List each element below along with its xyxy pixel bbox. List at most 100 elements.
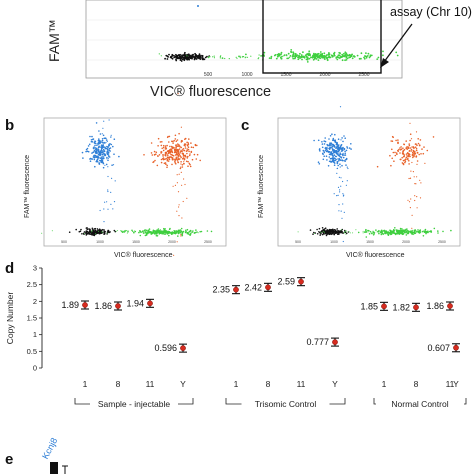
c-drops-double-tail-droplet — [407, 155, 410, 157]
b-drops-fam-cluster-droplet — [106, 150, 109, 152]
data-marker — [381, 303, 387, 310]
b-drops-fam-cluster-droplet — [100, 149, 103, 152]
b-drops-vic-cluster-droplet — [145, 232, 148, 234]
a-vic-cluster-droplet — [369, 55, 372, 58]
c-drops-negative-cluster-droplet — [341, 232, 344, 234]
b-drops-fam-tail-droplet — [106, 158, 108, 160]
c-drops-double-cluster-droplet — [415, 147, 418, 150]
c-drops-vic-cluster-droplet — [365, 230, 367, 232]
a-vic-cluster-droplet — [395, 51, 398, 54]
b-drops-vic-spread-droplet — [156, 233, 158, 234]
c-drops-fam-cluster-droplet — [333, 161, 335, 163]
b-drops-fam-cluster-droplet — [100, 148, 103, 150]
c-drops-fam-tail-droplet — [339, 191, 341, 193]
b-drops-vic-cluster-droplet — [138, 231, 140, 234]
a-vic-cluster-droplet — [382, 54, 384, 57]
b-drops-double-cluster-droplet — [158, 154, 161, 156]
c-drops-double-cluster-droplet — [398, 148, 400, 151]
category-label: 11 — [297, 379, 306, 389]
c-drops-double-cluster-droplet — [397, 139, 399, 141]
c-drops-fam-cluster-droplet — [334, 150, 337, 152]
a-vic-cluster-droplet — [313, 57, 316, 60]
b-drops-vic-cluster-droplet — [181, 234, 184, 237]
x-tick: 2500 — [438, 240, 446, 244]
panel-d-label: d — [5, 260, 15, 277]
b-drops-fam-cluster-droplet — [97, 150, 100, 153]
panel-a-box-label: assay (Chr 10) — [390, 5, 472, 19]
b-drops-fam-tail-droplet — [99, 209, 101, 212]
b-drops-double-cluster-droplet — [160, 158, 163, 161]
c-drops-double-cluster-droplet — [414, 146, 417, 148]
a-negative-cluster-droplet — [173, 54, 175, 57]
c-drops-negative-cluster-droplet — [332, 228, 334, 231]
c-drops-negative-cluster-droplet — [333, 230, 336, 233]
c-drops-double-tail-droplet — [408, 201, 411, 203]
b-drops-vic-spread-droplet — [51, 230, 53, 232]
panel-b-label: b — [5, 117, 15, 134]
b-drops-double-cluster-droplet — [175, 140, 178, 142]
c-drops-vic-cluster-droplet — [394, 233, 397, 236]
x-tick: 1000 — [330, 240, 338, 244]
b-drops-double-cluster-droplet — [166, 159, 169, 162]
c-drops-fam-cluster-droplet — [333, 151, 335, 154]
c-drops-vic-cluster-droplet — [377, 230, 379, 233]
c-drops-vic-spread-droplet — [371, 232, 373, 234]
b-drops-fam-cluster-droplet — [96, 152, 98, 155]
b-drops-vic-cluster-droplet — [173, 230, 175, 232]
c-drops-vic-cluster-droplet — [398, 230, 400, 233]
a-vic-cluster-droplet — [280, 51, 283, 54]
a-vic-cluster-droplet — [344, 54, 346, 57]
data-label: 1.86 — [94, 301, 112, 311]
b-drops-double-cluster-droplet — [165, 151, 168, 154]
a-negative-cluster-droplet — [176, 55, 179, 58]
c-drops-double-cluster-droplet — [392, 136, 395, 139]
c-drops-fam-cluster-droplet — [328, 160, 331, 163]
b-drops-negative-cluster-droplet — [99, 229, 102, 231]
a-vic-cluster-droplet — [321, 53, 323, 56]
a-vic-cluster-droplet — [315, 55, 317, 58]
c-drops-vic-spread-droplet — [382, 231, 384, 233]
c-drops-double-cluster-droplet — [390, 164, 392, 167]
b-drops-double-tail-droplet — [180, 163, 182, 165]
a-vic-cluster-droplet — [290, 50, 292, 53]
c-drops-double-cluster-droplet — [394, 154, 397, 157]
b-drops-double-cluster-droplet — [166, 153, 168, 155]
c-drops-double-cluster-droplet — [407, 146, 410, 148]
b-drops-fam-tail-droplet — [111, 177, 113, 179]
c-drops-fam-cluster-droplet — [326, 159, 328, 161]
x-tick: 2000 — [168, 240, 176, 244]
a-scatter-droplet — [243, 56, 245, 58]
a-vic-cluster-droplet — [306, 56, 309, 59]
b-drops-negative-cluster-droplet — [113, 229, 116, 232]
c-drops-double-cluster-droplet — [423, 146, 425, 148]
c-drops-fam-cluster-droplet — [334, 141, 336, 143]
b-drops-fam-tail-droplet — [107, 157, 109, 159]
b-drops-vic-cluster-droplet — [148, 228, 151, 230]
b-drops-double-cluster-droplet — [187, 142, 190, 144]
c-drops-fam-cluster-droplet — [334, 133, 336, 136]
b-drops-double-cluster-droplet — [175, 149, 178, 152]
b-drops-double-cluster-droplet — [172, 158, 174, 160]
c-drops-double-cluster-droplet — [412, 156, 414, 159]
c-drops-vic-cluster-droplet — [409, 231, 412, 234]
b-drops-fam-tail — [99, 119, 116, 223]
b-drops-vic-cluster-droplet — [176, 231, 178, 234]
group-label: Normal Control — [391, 399, 448, 409]
b-drops-fam-tail-droplet — [108, 149, 110, 151]
c-drops-double-tail-droplet — [409, 177, 412, 179]
c-drops-fam-cluster-droplet — [343, 154, 345, 156]
c-drops-double-cluster-droplet — [409, 147, 412, 149]
c-drops-vic-cluster-droplet — [406, 228, 408, 230]
c-drops-vic-cluster-droplet — [404, 231, 407, 234]
b-drops-negative-cluster-droplet — [91, 233, 94, 235]
b-drops-negative-cluster-droplet — [98, 230, 101, 233]
c-drops-negative-cluster-droplet — [326, 231, 329, 233]
b-drops-double-cluster-droplet — [190, 150, 193, 153]
b-drops-fam-tail-droplet — [107, 190, 109, 193]
b-drops-vic-cluster-droplet — [152, 231, 155, 234]
c-drops-double-cluster-droplet — [411, 154, 414, 156]
category-label: 1 — [382, 379, 387, 389]
b-drops-double-cluster-droplet — [178, 148, 181, 150]
a-vic-cluster-droplet — [338, 57, 341, 59]
c-drops-negative-cluster-droplet — [341, 230, 343, 233]
